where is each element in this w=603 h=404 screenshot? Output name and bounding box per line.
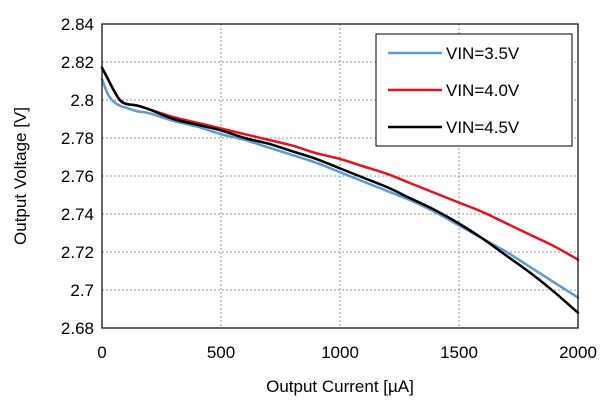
y-axis-title: Output Voltage [V] xyxy=(11,107,30,245)
y-tick-label: 2.7 xyxy=(70,281,94,300)
legend-label: VIN=4.0V xyxy=(446,81,520,100)
y-tick-label: 2.78 xyxy=(61,129,94,148)
x-tick-label: 0 xyxy=(97,343,106,362)
y-tick-label: 2.68 xyxy=(61,319,94,338)
y-tick-label: 2.8 xyxy=(70,91,94,110)
series-lines xyxy=(100,66,580,315)
y-tick-label: 2.76 xyxy=(61,167,94,186)
y-tick-label: 2.82 xyxy=(61,53,94,72)
x-tick-label: 1500 xyxy=(440,343,478,362)
legend: VIN=3.5V VIN=4.0V VIN=4.5V xyxy=(375,33,573,147)
x-tick-label: 2000 xyxy=(559,343,597,362)
series-line-3 xyxy=(100,66,580,315)
plot-area-frame xyxy=(101,23,579,329)
x-axis-title: Output Current [µA] xyxy=(266,377,414,396)
axis-ticks: 2.68 2.7 2.72 2.74 2.76 2.78 2.8 2.82 2.84 0 500 10… xyxy=(61,15,597,362)
legend-label: VIN=3.5V xyxy=(446,44,520,63)
x-tick-label: 1000 xyxy=(321,343,359,362)
legend-label: VIN=4.5V xyxy=(446,118,520,137)
y-tick-label: 2.74 xyxy=(61,205,94,224)
x-tick-label: 500 xyxy=(207,343,235,362)
y-tick-label: 2.72 xyxy=(61,243,94,262)
y-tick-label: 2.84 xyxy=(61,15,94,34)
